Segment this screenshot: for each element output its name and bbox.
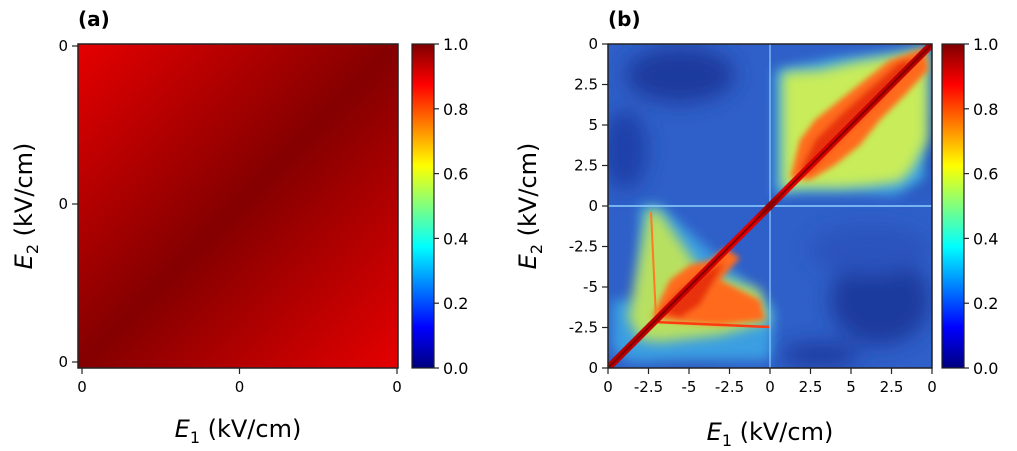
panel-a-colorbar-tick-label: 1.0 [443, 35, 468, 54]
panel-b-x-tick-label: 2.5 [799, 378, 823, 396]
panel-b-colorbar [941, 43, 965, 369]
panel-a-y-sub: 2 [23, 244, 42, 254]
panel-b-y-tick-label: 2.5 [574, 76, 598, 94]
panel-b-x-tick-label: -2.5 [634, 378, 663, 396]
panel-a-x-tick-label: 0 [235, 378, 245, 396]
panel-a-x-ticks: 0 0 0 [77, 368, 402, 396]
panel-b-y-tick-label: 0 [588, 197, 598, 215]
panel-a-x-unit: (kV/cm) [200, 415, 301, 443]
panel-b-y-tick-label: -5 [583, 278, 598, 296]
panel-a-label: (a) [78, 7, 110, 31]
panel-a-colorbar-ticks: 0.0 0.2 0.4 0.6 0.8 1.0 [434, 35, 468, 378]
panel-a-y-tick-label: 0 [58, 353, 68, 371]
panel-a-y-unit: (kV/cm) [10, 143, 38, 244]
panel-b: (b) [514, 7, 998, 450]
panel-a-x-symbol: E [175, 415, 191, 443]
panel-b-y-tick-label: 2.5 [574, 157, 598, 175]
panel-b-y-tick-label: -2.5 [569, 238, 598, 256]
panel-b-y-unit: (kV/cm) [514, 143, 542, 244]
panel-b-colorbar-tick-label: 1.0 [973, 35, 998, 54]
panel-b-x-tick-label: 2.5 [880, 378, 904, 396]
panel-a-colorbar-tick-label: 0.4 [443, 229, 468, 248]
panel-b-x-tick-label: -2.5 [715, 378, 744, 396]
panel-a-colorbar [411, 43, 435, 369]
ridge-line-vertical-b [650, 211, 657, 319]
panel-b-colorbar-tick-label: 0.6 [973, 165, 998, 184]
panel-b-y-tick-label: -2.5 [569, 319, 598, 337]
panel-b-x-tick-label: 5 [846, 378, 856, 396]
panel-b-x-tick-label: 0 [765, 378, 775, 396]
panel-b-x-label: E1 (kV/cm) [707, 418, 834, 450]
panel-b-colorbar-tick-label: 0.2 [973, 294, 998, 313]
panel-b-x-unit: (kV/cm) [732, 418, 833, 446]
panel-b-y-ticks: 0 2.5 5 2.5 0 -2.5 -5 -2.5 0 [569, 35, 608, 377]
panel-b-y-tick-label: 0 [588, 359, 598, 377]
panel-a-x-sub: 1 [190, 428, 200, 447]
panel-b-y-symbol: E [514, 253, 542, 269]
heatmap-diagonal-core [608, 44, 932, 368]
panel-a-x-tick-label: 0 [392, 378, 402, 396]
panel-a-y-tick-label: 0 [58, 37, 68, 55]
panel-a-colorbar-tick-label: 0.8 [443, 100, 468, 119]
panel-b-colorbar-ticks: 0.0 0.2 0.4 0.6 0.8 1.0 [964, 35, 998, 378]
panel-b-x-ticks: 0 -2.5 -5 -2.5 0 2.5 5 2.5 0 [603, 368, 937, 396]
panel-b-label: (b) [608, 7, 641, 31]
panel-b-x-tick-label: 0 [927, 378, 937, 396]
panel-b-y-sub: 2 [527, 244, 546, 254]
panel-a-colorbar-tick-label: 0.2 [443, 294, 468, 313]
panel-b-heatmap [608, 44, 932, 368]
panel-a-frame [77, 43, 399, 369]
panel-a-y-tick-label: 0 [58, 195, 68, 213]
panel-b-x-tick-label: -5 [682, 378, 697, 396]
panel-b-colorbar-tick-label: 0.4 [973, 229, 998, 248]
panel-b-colorbar-tick-label: 0.0 [973, 359, 998, 378]
panel-b-y-tick-label: 0 [588, 35, 598, 53]
panel-a-x-tick-label: 0 [77, 378, 87, 396]
panel-b-x-tick-label: 0 [603, 378, 613, 396]
panel-a-y-label: E2 (kV/cm) [10, 143, 42, 270]
ridge-line-horizontal-b [654, 320, 771, 329]
panel-b-x-sub: 1 [722, 431, 732, 450]
panel-a-colorbar-tick-label: 0.0 [443, 359, 468, 378]
panel-b-x-symbol: E [707, 418, 723, 446]
panel-a-colorbar-tick-label: 0.6 [443, 165, 468, 184]
panel-b-y-tick-label: 5 [588, 116, 598, 134]
panel-a-y-ticks: 0 0 0 [58, 37, 78, 371]
panel-b-colorbar-tick-label: 0.8 [973, 100, 998, 119]
panel-a-x-label: E1 (kV/cm) [175, 415, 302, 447]
panel-a-heatmap [78, 44, 398, 368]
panel-b-y-label: E2 (kV/cm) [514, 143, 546, 270]
panel-a-y-symbol: E [10, 253, 38, 269]
